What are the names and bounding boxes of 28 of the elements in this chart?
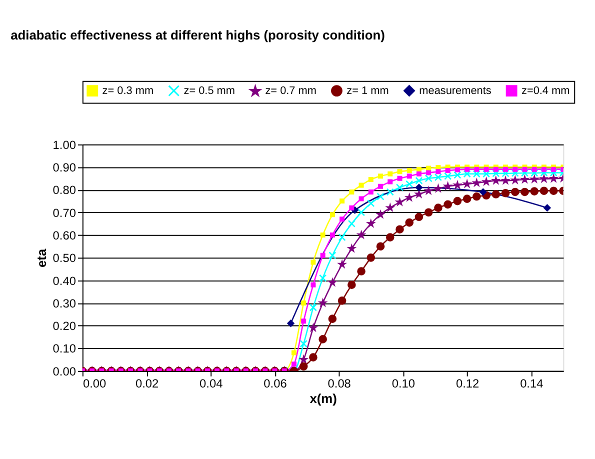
y-tick-label: 0.10	[52, 342, 76, 356]
x-tick-label: 0.08	[328, 376, 352, 390]
legend-label: z= 0.3 mm	[102, 84, 154, 97]
legend-label: z= 0.7 mm	[265, 85, 316, 98]
x-tick-label: 0.10	[392, 376, 416, 390]
x-tick-label: 0.14	[520, 376, 544, 390]
legend-label: z= 0.5 mm	[184, 84, 235, 97]
x-tick-label: 0.00	[82, 376, 106, 390]
chart-title: adiabatic effectiveness at different highs (porosity condition)	[10, 28, 385, 43]
y-tick-label: 0.90	[52, 160, 76, 175]
y-tick-label: 1.00	[52, 138, 76, 152]
x-tick-label: 0.12	[456, 376, 480, 390]
y-tick-label: 0.30	[52, 296, 76, 310]
legend-label: z= 1 mm	[346, 84, 389, 97]
x-tick-label: 0.04	[200, 376, 224, 390]
x-axis-title: x(m)	[310, 391, 337, 406]
y-tick-label: 0.00	[52, 364, 76, 378]
y-tick-label: 0.70	[52, 206, 76, 220]
y-axis-title: eta	[34, 248, 49, 268]
y-tick-label: 0.80	[52, 183, 76, 198]
y-tick-label: 0.20	[52, 319, 76, 334]
legend-label: measurements	[419, 84, 492, 97]
y-tick-label: 0.40	[52, 274, 76, 288]
x-tick-label: 0.02	[135, 376, 159, 390]
legend-label: z=0.4 mm	[521, 84, 570, 97]
y-tick-label: 0.50	[52, 251, 76, 266]
y-tick-label: 0.60	[52, 228, 76, 242]
x-tick-label: 0.06	[264, 376, 288, 390]
